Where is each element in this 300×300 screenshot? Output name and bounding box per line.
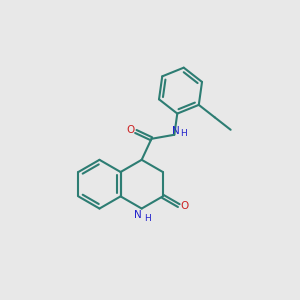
Text: H: H xyxy=(144,214,150,223)
Text: N: N xyxy=(134,210,142,220)
Text: H: H xyxy=(180,129,187,138)
Text: N: N xyxy=(172,126,180,136)
Text: O: O xyxy=(180,201,188,211)
Text: O: O xyxy=(126,125,135,135)
